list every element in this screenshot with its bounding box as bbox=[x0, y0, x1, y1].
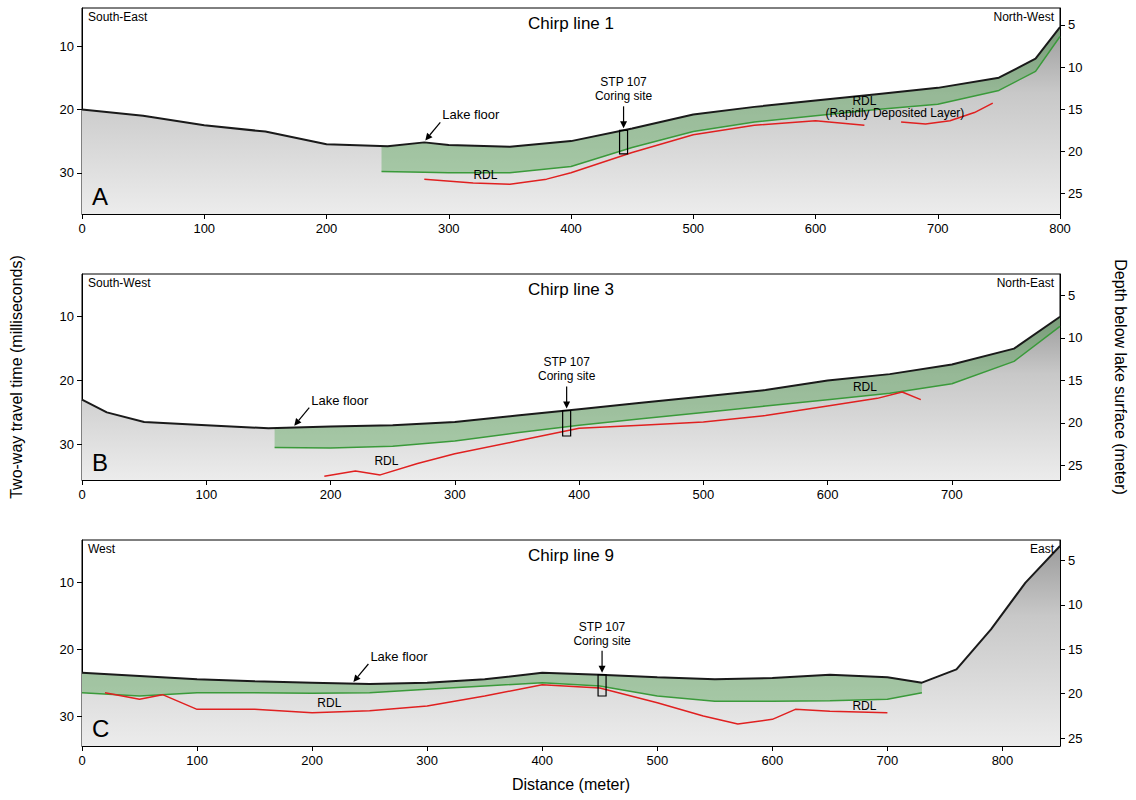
svg-text:South-West: South-West bbox=[88, 276, 151, 290]
svg-text:20: 20 bbox=[60, 373, 74, 388]
svg-text:100: 100 bbox=[195, 487, 217, 502]
svg-text:20: 20 bbox=[60, 642, 74, 657]
svg-text:West: West bbox=[88, 542, 116, 556]
svg-text:Coring site: Coring site bbox=[595, 89, 653, 103]
svg-text:500: 500 bbox=[646, 753, 668, 768]
svg-text:10: 10 bbox=[1068, 330, 1082, 345]
svg-text:0: 0 bbox=[78, 487, 85, 502]
svg-text:B: B bbox=[92, 449, 108, 476]
svg-text:A: A bbox=[92, 183, 108, 210]
svg-text:20: 20 bbox=[1068, 686, 1082, 701]
svg-text:STP 107: STP 107 bbox=[543, 355, 590, 369]
svg-text:0: 0 bbox=[78, 221, 85, 236]
svg-text:RDL: RDL bbox=[317, 696, 341, 710]
svg-text:700: 700 bbox=[877, 753, 899, 768]
svg-text:30: 30 bbox=[60, 437, 74, 452]
svg-text:10: 10 bbox=[60, 575, 74, 590]
svg-text:800: 800 bbox=[1049, 221, 1071, 236]
svg-text:800: 800 bbox=[992, 753, 1014, 768]
svg-text:500: 500 bbox=[692, 487, 714, 502]
svg-text:15: 15 bbox=[1068, 642, 1082, 657]
svg-text:100: 100 bbox=[186, 753, 208, 768]
svg-text:Lake floor: Lake floor bbox=[370, 649, 428, 664]
svg-text:Chirp line 3: Chirp line 3 bbox=[528, 280, 614, 299]
svg-text:600: 600 bbox=[817, 487, 839, 502]
svg-text:RDL: RDL bbox=[853, 380, 877, 394]
svg-text:25: 25 bbox=[1068, 458, 1082, 473]
svg-text:20: 20 bbox=[1068, 415, 1082, 430]
svg-text:10: 10 bbox=[60, 39, 74, 54]
svg-text:700: 700 bbox=[941, 487, 963, 502]
svg-text:200: 200 bbox=[316, 221, 338, 236]
svg-text:10: 10 bbox=[1068, 60, 1082, 75]
svg-text:20: 20 bbox=[60, 102, 74, 117]
svg-text:Distance (meter): Distance (meter) bbox=[512, 776, 630, 793]
svg-text:Lake floor: Lake floor bbox=[311, 393, 369, 408]
svg-text:30: 30 bbox=[60, 709, 74, 724]
svg-text:South-East: South-East bbox=[88, 10, 148, 24]
svg-text:30: 30 bbox=[60, 165, 74, 180]
svg-text:25: 25 bbox=[1068, 731, 1082, 746]
svg-text:North-West: North-West bbox=[994, 10, 1055, 24]
svg-text:25: 25 bbox=[1068, 186, 1082, 201]
svg-text:0: 0 bbox=[78, 753, 85, 768]
svg-text:400: 400 bbox=[531, 753, 553, 768]
svg-text:North-East: North-East bbox=[997, 276, 1055, 290]
svg-text:RDL: RDL bbox=[473, 168, 497, 182]
svg-text:RDL: RDL bbox=[852, 93, 877, 108]
svg-text:20: 20 bbox=[1068, 144, 1082, 159]
svg-text:600: 600 bbox=[762, 753, 784, 768]
svg-text:5: 5 bbox=[1068, 17, 1075, 32]
svg-text:300: 300 bbox=[444, 487, 466, 502]
svg-text:RDL: RDL bbox=[852, 699, 876, 713]
svg-text:700: 700 bbox=[927, 221, 949, 236]
svg-text:100: 100 bbox=[193, 221, 215, 236]
svg-text:Depth below lake surface (mete: Depth below lake surface (meter) bbox=[1112, 259, 1129, 495]
svg-text:300: 300 bbox=[438, 221, 460, 236]
svg-text:RDL: RDL bbox=[374, 454, 398, 468]
svg-text:(Rapidly Deposited Layer): (Rapidly Deposited Layer) bbox=[826, 106, 965, 120]
svg-text:300: 300 bbox=[416, 753, 438, 768]
svg-text:200: 200 bbox=[320, 487, 342, 502]
svg-text:Lake floor: Lake floor bbox=[442, 107, 500, 122]
svg-text:600: 600 bbox=[805, 221, 827, 236]
svg-text:STP 107: STP 107 bbox=[600, 75, 647, 89]
svg-text:400: 400 bbox=[568, 487, 590, 502]
svg-text:200: 200 bbox=[301, 753, 323, 768]
svg-text:10: 10 bbox=[1068, 597, 1082, 612]
svg-text:5: 5 bbox=[1068, 553, 1075, 568]
svg-text:East: East bbox=[1030, 542, 1055, 556]
svg-text:500: 500 bbox=[682, 221, 704, 236]
svg-text:5: 5 bbox=[1068, 288, 1075, 303]
svg-text:Chirp line 1: Chirp line 1 bbox=[528, 14, 614, 33]
svg-text:15: 15 bbox=[1068, 373, 1082, 388]
svg-text:Coring site: Coring site bbox=[573, 634, 631, 648]
svg-text:Chirp line 9: Chirp line 9 bbox=[528, 546, 614, 565]
svg-text:C: C bbox=[92, 715, 109, 742]
svg-text:400: 400 bbox=[560, 221, 582, 236]
svg-text:15: 15 bbox=[1068, 102, 1082, 117]
svg-text:10: 10 bbox=[60, 309, 74, 324]
svg-text:Two-way travel time (milliseco: Two-way travel time (milliseconds) bbox=[8, 255, 25, 499]
svg-text:Coring site: Coring site bbox=[538, 369, 596, 383]
svg-text:STP 107: STP 107 bbox=[579, 620, 626, 634]
